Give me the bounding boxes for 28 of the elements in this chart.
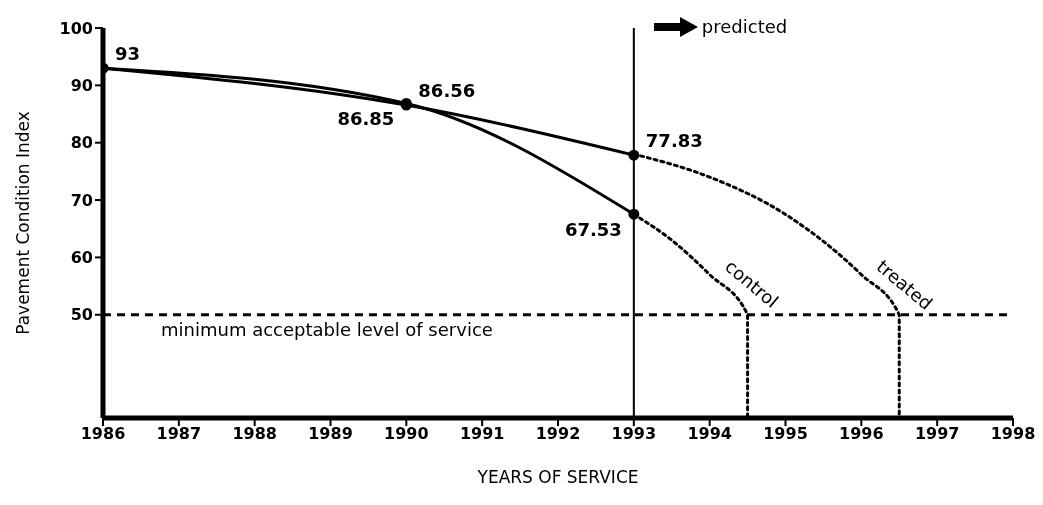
y-axis-title: Pavement Condition Index <box>13 111 34 335</box>
y-tick-label: 50 <box>70 305 93 325</box>
x-tick-label: 1995 <box>763 424 808 444</box>
y-tick-label: 100 <box>59 18 93 38</box>
y-tick-label: 60 <box>70 248 93 268</box>
x-tick-label: 1986 <box>80 424 126 444</box>
y-tick-label: 80 <box>70 133 93 153</box>
x-tick-label: 1998 <box>990 424 1036 444</box>
x-tick-label: 1988 <box>232 424 277 444</box>
data-label: 77.83 <box>645 130 703 152</box>
x-tick-label: 1987 <box>156 424 202 444</box>
data-label: 86.56 <box>418 80 476 102</box>
x-tick-label: 1989 <box>308 424 353 444</box>
y-tick-label: 70 <box>70 190 93 210</box>
annotation: predicted <box>701 16 788 37</box>
ref-line-label: minimum acceptable level of service <box>161 318 493 340</box>
y-tick-label: 90 <box>70 76 93 96</box>
data-label: 67.53 <box>564 219 622 241</box>
x-tick-label: 1996 <box>839 424 884 444</box>
x-tick-label: 1990 <box>384 424 429 444</box>
x-tick-label: 1992 <box>535 424 581 444</box>
x-tick-label: 1993 <box>611 424 657 444</box>
x-axis-title: YEARS OF SERVICE <box>476 467 639 487</box>
x-tick-label: 1994 <box>687 424 732 444</box>
x-tick-label: 1997 <box>914 424 960 444</box>
x-tick-label: 1991 <box>459 424 505 444</box>
data-label: 93 <box>115 43 141 65</box>
data-label: 86.85 <box>337 108 395 130</box>
